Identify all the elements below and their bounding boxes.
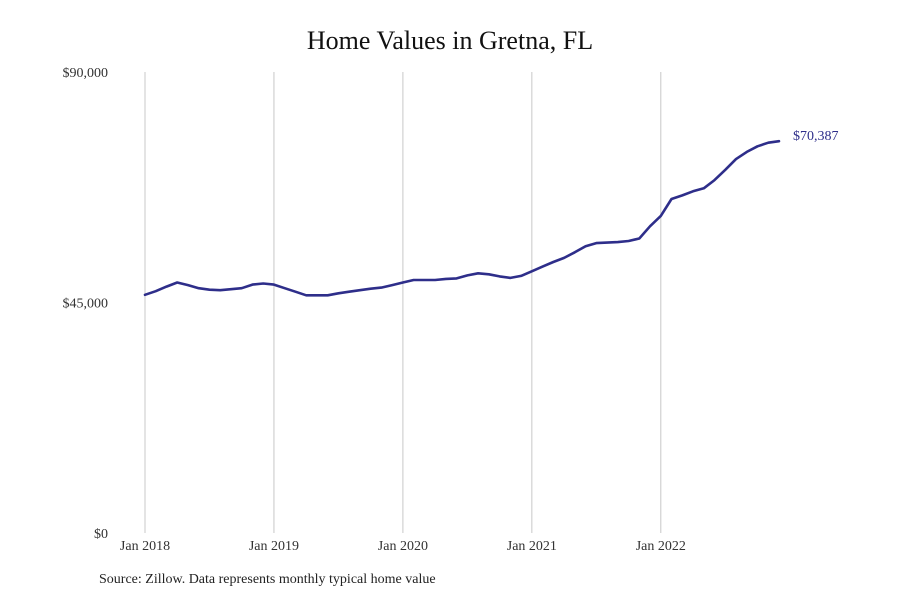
x-axis-labels: Jan 2018 Jan 2019 Jan 2020 Jan 2021 Jan 2022 <box>120 539 686 554</box>
x-tick-label: Jan 2018 <box>120 539 170 554</box>
x-tick-label: Jan 2021 <box>507 539 557 554</box>
end-value-label: $70,387 <box>793 129 839 144</box>
y-tick-label: $45,000 <box>63 297 109 312</box>
series-layer: $70,387 <box>143 129 839 297</box>
y-axis-labels: $0 $45,000 $90,000 <box>63 66 109 542</box>
y-tick-label: $0 <box>94 527 108 542</box>
x-tick-label: Jan 2022 <box>636 539 686 554</box>
series-line <box>143 139 781 297</box>
y-tick-label: $90,000 <box>63 66 109 81</box>
gridlines <box>144 72 662 533</box>
source-note: Source: Zillow. Data represents monthly … <box>99 572 436 587</box>
chart-title: Home Values in Gretna, FL <box>306 26 594 55</box>
x-tick-label: Jan 2019 <box>249 539 299 554</box>
x-tick-label: Jan 2020 <box>378 539 428 554</box>
